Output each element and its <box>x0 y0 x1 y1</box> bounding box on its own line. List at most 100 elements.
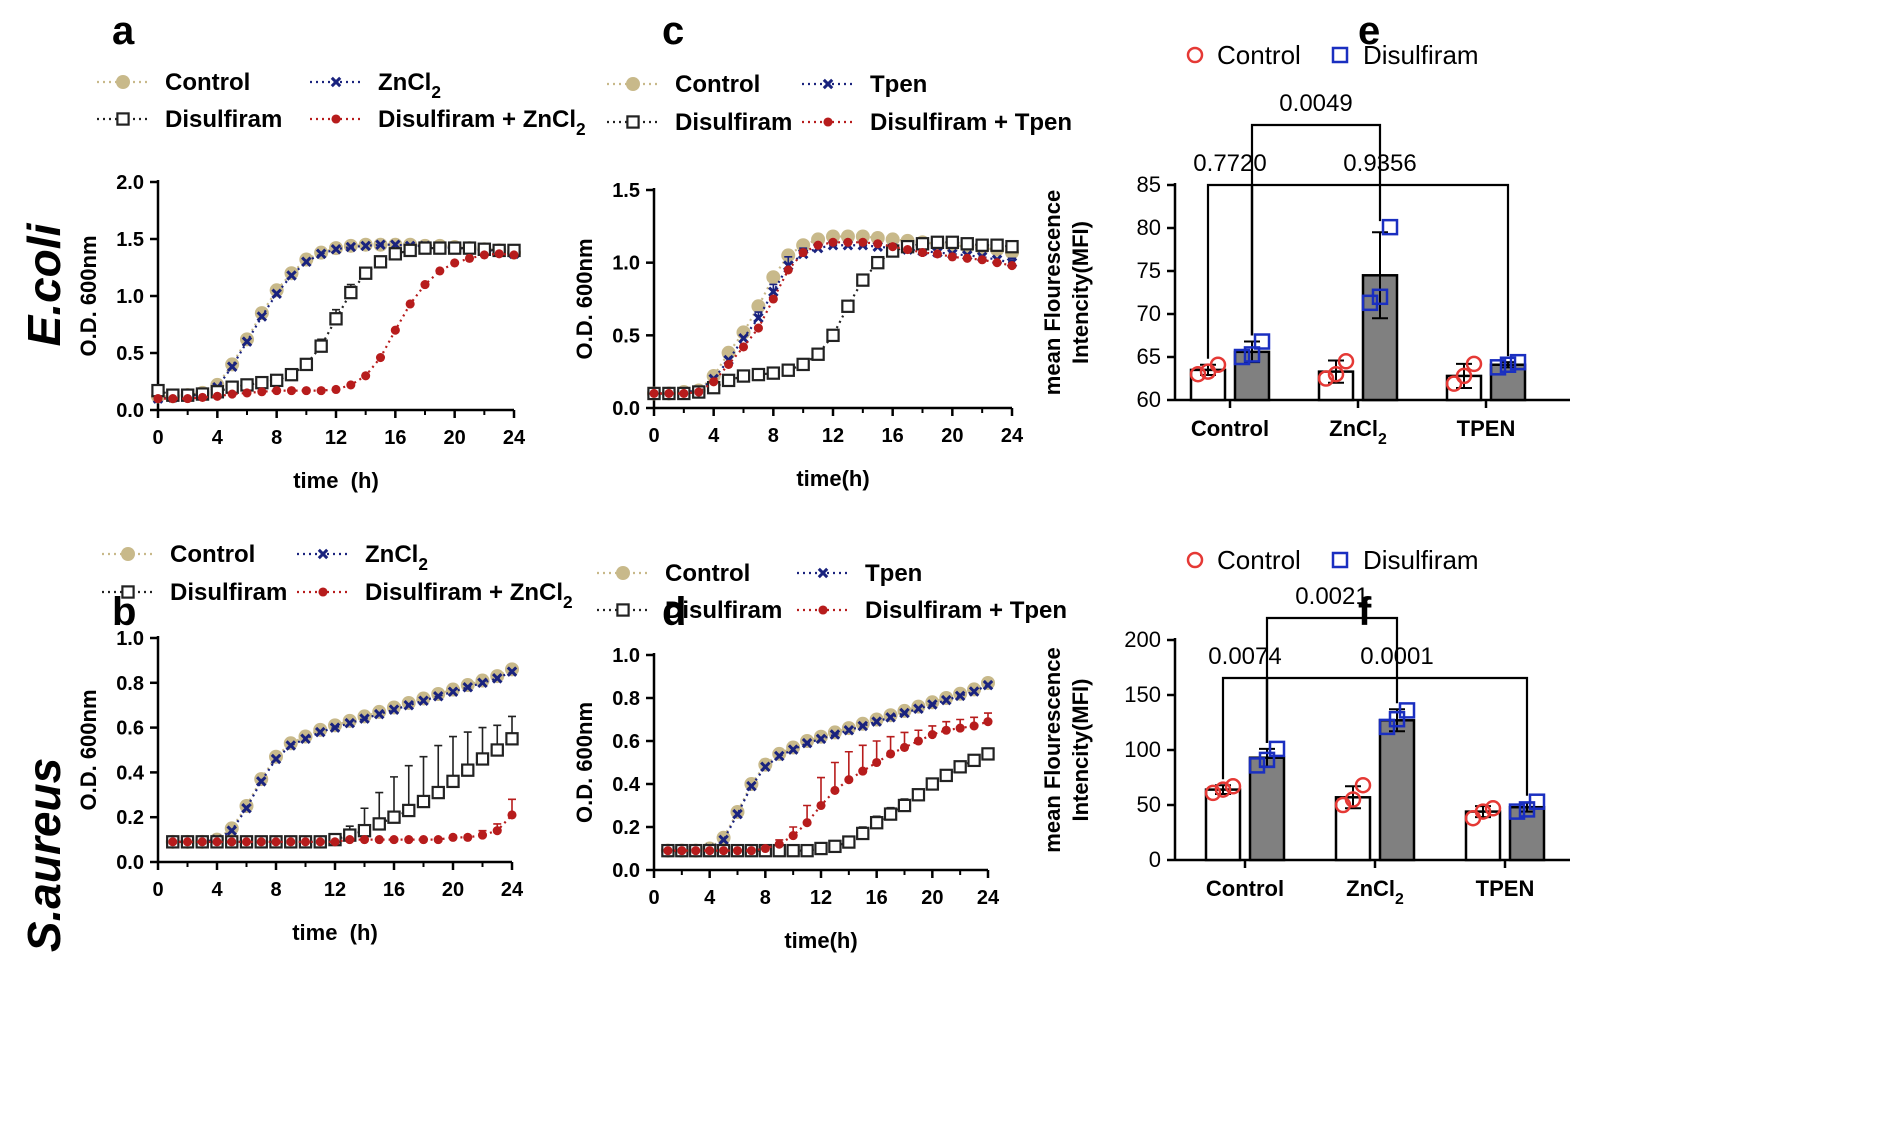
y-tick-label: 2.0 <box>116 172 144 194</box>
x-tick-label: 0 <box>152 879 163 901</box>
point-combo <box>346 380 356 390</box>
legend-marker-control <box>616 566 630 580</box>
point-disulfiram <box>786 843 800 858</box>
point-disulfiram <box>431 785 445 800</box>
x-tick-label: 24 <box>503 427 526 449</box>
series-line-zncl2 <box>172 670 513 843</box>
point-combo <box>509 250 519 260</box>
point-combo <box>719 846 729 856</box>
point-disulfiram <box>1258 751 1276 769</box>
point-zncl2 <box>403 699 415 711</box>
point-combo <box>315 837 325 847</box>
point-combo <box>507 810 517 820</box>
legend-label: Control <box>1217 545 1301 575</box>
point-zncl2 <box>286 270 297 281</box>
point-combo <box>858 237 868 247</box>
point-control <box>1465 355 1483 373</box>
point-combo <box>420 280 430 290</box>
point-combo <box>760 843 770 854</box>
point-combo <box>798 247 808 258</box>
comparison-p-value: 0.0021 <box>1295 583 1368 610</box>
point-combo <box>271 837 281 847</box>
point-combo <box>746 846 756 856</box>
legend-label: ZnCl2 <box>365 541 428 574</box>
point-control <box>1445 375 1463 392</box>
error-bar-combo <box>844 750 853 780</box>
point-combo <box>227 389 237 399</box>
series-line-combo <box>654 241 1013 395</box>
point-combo <box>168 394 178 404</box>
legend-marker-combo <box>823 117 833 127</box>
point-zncl2 <box>314 726 326 738</box>
point-combo <box>677 846 687 856</box>
point-disulfiram <box>418 241 432 255</box>
x-tick-label: 16 <box>866 887 888 909</box>
legend-marker-disulfiram <box>121 585 135 599</box>
x-tick-label: 20 <box>941 425 963 447</box>
point-combo <box>450 258 460 268</box>
legend-marker-combo <box>818 605 828 615</box>
point-zncl2 <box>477 677 488 689</box>
point-disulfiram <box>856 273 870 287</box>
point-zncl2 <box>982 679 994 691</box>
comparison-bracket <box>1250 123 1382 336</box>
point-control <box>772 746 787 761</box>
point-combo <box>212 391 222 401</box>
point-zncl2 <box>718 834 729 846</box>
y-tick-label: 0.0 <box>116 852 144 874</box>
point-combo <box>709 377 719 387</box>
legend-marker-control <box>626 77 640 91</box>
series-line-zncl2 <box>667 684 989 852</box>
point-control <box>800 734 815 748</box>
point-combo <box>197 837 207 847</box>
point-control <box>299 252 314 267</box>
point-zncl2 <box>329 722 341 733</box>
point-combo <box>917 247 928 258</box>
point-disulfiram <box>1528 793 1546 810</box>
point-zncl2 <box>432 690 444 702</box>
x-tick-label: 4 <box>211 879 223 901</box>
point-combo <box>286 386 297 396</box>
point-control <box>254 772 269 787</box>
x-tick-label: 12 <box>324 879 346 901</box>
point-control <box>490 669 505 684</box>
point-combo <box>300 837 311 847</box>
bar-disulfiram <box>1378 719 1416 862</box>
legend-label: Disulfiram + ZnCl2 <box>365 579 573 612</box>
point-disulfiram <box>475 752 490 766</box>
point-combo <box>494 249 504 259</box>
legend-marker-disulfiram <box>116 112 130 126</box>
point-control <box>357 709 372 724</box>
point-control <box>1484 800 1502 817</box>
y-tick-label: 0.5 <box>116 343 144 365</box>
point-disulfiram <box>1248 757 1266 774</box>
point-control <box>841 721 856 736</box>
point-combo <box>844 775 854 785</box>
point-control <box>1204 784 1222 802</box>
point-combo <box>983 717 993 727</box>
x-tick-label: 24 <box>977 887 1000 909</box>
point-control <box>284 266 299 281</box>
point-zncl2 <box>344 717 356 729</box>
x-tick-label: 20 <box>442 879 464 901</box>
legend-marker-disulfiram <box>1331 551 1349 569</box>
legend-marker-zncl2 <box>822 78 834 90</box>
point-disulfiram <box>329 312 343 326</box>
y-axis-label: O.D. 600nm <box>76 689 101 810</box>
point-zncl2 <box>375 239 386 250</box>
legend-marker-disulfiram <box>616 603 630 617</box>
y-tick-label: 0.8 <box>116 673 144 695</box>
legend-marker-combo <box>318 587 328 597</box>
point-disulfiram <box>915 237 930 251</box>
y-tick-label: 1.0 <box>116 628 144 650</box>
point-combo <box>375 353 386 363</box>
y-axis-label: O.D. 600nm <box>572 238 597 359</box>
point-combo <box>477 830 488 840</box>
y-tick-label: 0.4 <box>116 762 145 784</box>
point-zncl2 <box>300 733 311 745</box>
point-combo <box>168 837 178 847</box>
point-zncl2 <box>760 761 771 773</box>
point-combo <box>361 371 371 381</box>
point-combo <box>694 387 704 397</box>
x-tick-label: 0 <box>648 425 659 447</box>
